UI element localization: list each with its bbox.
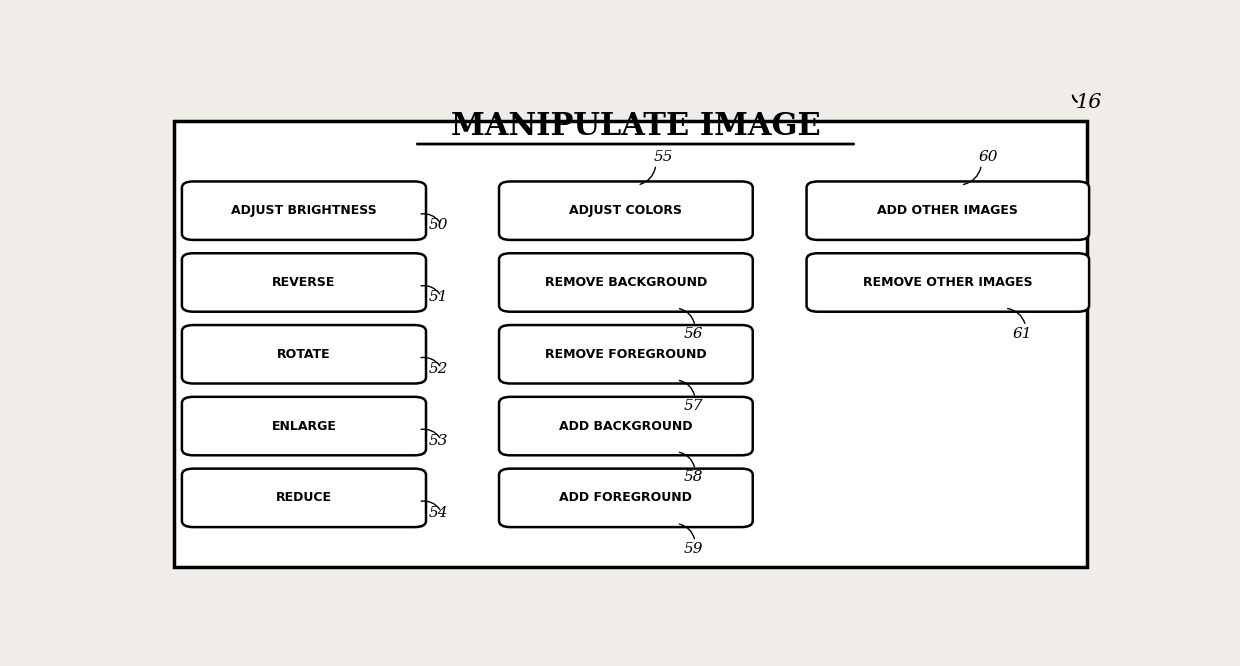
FancyBboxPatch shape: [182, 325, 427, 384]
Text: REMOVE OTHER IMAGES: REMOVE OTHER IMAGES: [863, 276, 1033, 289]
FancyBboxPatch shape: [498, 181, 753, 240]
FancyBboxPatch shape: [498, 325, 753, 384]
Text: MANIPULATE IMAGE: MANIPULATE IMAGE: [450, 111, 821, 142]
Text: 53: 53: [429, 434, 449, 448]
Text: ADD FOREGROUND: ADD FOREGROUND: [559, 492, 692, 504]
FancyBboxPatch shape: [174, 121, 1087, 567]
Text: 54: 54: [429, 505, 449, 519]
FancyBboxPatch shape: [806, 181, 1089, 240]
FancyBboxPatch shape: [182, 397, 427, 456]
Text: 51: 51: [429, 290, 449, 304]
FancyBboxPatch shape: [498, 397, 753, 456]
Text: 56: 56: [683, 327, 703, 341]
FancyBboxPatch shape: [498, 469, 753, 527]
Text: 50: 50: [429, 218, 449, 232]
FancyBboxPatch shape: [806, 253, 1089, 312]
Text: 59: 59: [683, 542, 703, 556]
FancyBboxPatch shape: [182, 181, 427, 240]
Text: REDUCE: REDUCE: [277, 492, 332, 504]
Text: ADD OTHER IMAGES: ADD OTHER IMAGES: [878, 204, 1018, 217]
Text: 57: 57: [683, 398, 703, 412]
Text: 61: 61: [1013, 327, 1032, 341]
Text: 60: 60: [978, 150, 998, 164]
FancyBboxPatch shape: [182, 253, 427, 312]
FancyBboxPatch shape: [498, 253, 753, 312]
Text: ADJUST COLORS: ADJUST COLORS: [569, 204, 682, 217]
Text: ROTATE: ROTATE: [278, 348, 331, 361]
Text: 16: 16: [1075, 93, 1101, 112]
Text: REVERSE: REVERSE: [273, 276, 336, 289]
Text: REMOVE BACKGROUND: REMOVE BACKGROUND: [544, 276, 707, 289]
Text: REMOVE FOREGROUND: REMOVE FOREGROUND: [546, 348, 707, 361]
Text: ENLARGE: ENLARGE: [272, 420, 336, 433]
Text: 58: 58: [683, 470, 703, 484]
FancyBboxPatch shape: [182, 469, 427, 527]
Text: ADD BACKGROUND: ADD BACKGROUND: [559, 420, 693, 433]
Text: 55: 55: [653, 150, 673, 164]
Text: ADJUST BRIGHTNESS: ADJUST BRIGHTNESS: [231, 204, 377, 217]
Text: 52: 52: [429, 362, 449, 376]
